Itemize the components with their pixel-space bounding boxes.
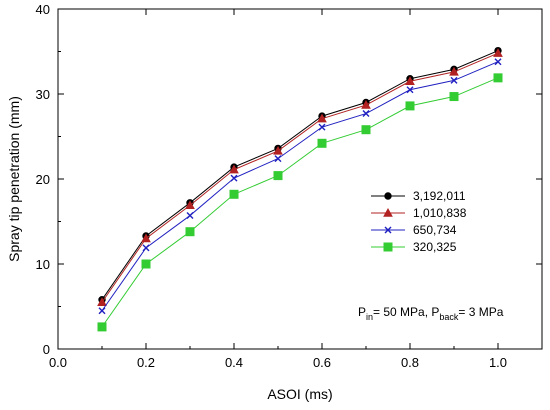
pressure-annotation: Pin= 50 MPa, Pback= 3 MPa [358,305,504,322]
data-point [185,200,195,210]
data-point [186,212,194,220]
data-point [230,174,238,182]
legend-marker [383,242,393,252]
data-point [317,138,327,148]
legend-marker [384,192,392,200]
data-point [405,101,415,111]
axis-ticks: 0.0 0.2 0.4 0.6 0.8 1.0 0 10 20 30 40 [36,2,543,370]
marker-stroke [98,307,106,315]
data-point [229,164,239,174]
legend-marker [383,207,393,217]
data-point [493,48,503,57]
legend-marker [384,226,392,234]
plot-frame [57,8,543,350]
legend: 3,192,011 1,010,838 650,734 320,325 [371,189,467,254]
x-tick-label: 0.0 [49,355,67,370]
data-point [98,307,106,315]
x-tick-label: 1.0 [489,355,507,370]
marker-stroke [142,244,150,252]
x-tick-label: 0.4 [225,355,243,370]
data-point [273,145,283,155]
data-point [361,100,371,109]
y-tick-label: 10 [36,257,50,272]
data-point [142,244,150,252]
marker-stroke [186,212,194,220]
marker-stroke [318,123,326,131]
legend-label: 650,734 [413,223,457,237]
y-tick-label: 20 [36,172,50,187]
data-point [405,76,415,85]
y-axis-label: Spray tip penetration (mm) [6,96,22,262]
data-point [494,58,502,66]
y-tick-label: 30 [36,87,50,102]
data-point [185,227,195,237]
y-tick-label: 0 [43,342,50,357]
data-point [141,259,151,269]
x-axis-label: ASOI (ms) [267,386,332,402]
data-point [229,189,239,199]
data-point [317,113,327,123]
data-point [141,233,151,243]
y-tick-label: 40 [36,2,50,17]
data-point [318,123,326,131]
data-point [449,66,459,76]
x-tick-label: 0.6 [313,355,331,370]
series-line-0 [101,50,499,300]
legend-label: 1,010,838 [413,206,467,220]
data-point [450,76,458,84]
marker-stroke [384,226,392,234]
data-point [362,110,370,118]
marker-stroke [406,86,414,94]
x-tick-label: 0.2 [137,355,155,370]
data-point [97,297,107,306]
legend-label: 320,325 [413,240,457,254]
data-point [406,86,414,94]
series-line-1 [101,52,499,303]
series-line-2 [101,61,499,312]
marker-stroke [450,76,458,84]
data-point [274,155,282,163]
x-tick-label: 0.8 [401,355,419,370]
marker-stroke [274,155,282,163]
marker-stroke [230,174,238,182]
data-point [273,171,283,181]
data-point [493,73,503,83]
data-point [449,92,459,102]
series-layer [97,46,503,332]
data-point [97,322,107,332]
series-line-3 [101,77,499,328]
data-point [361,125,371,135]
legend-label: 3,192,011 [413,189,466,203]
marker-stroke [362,110,370,118]
marker-stroke [494,58,502,66]
